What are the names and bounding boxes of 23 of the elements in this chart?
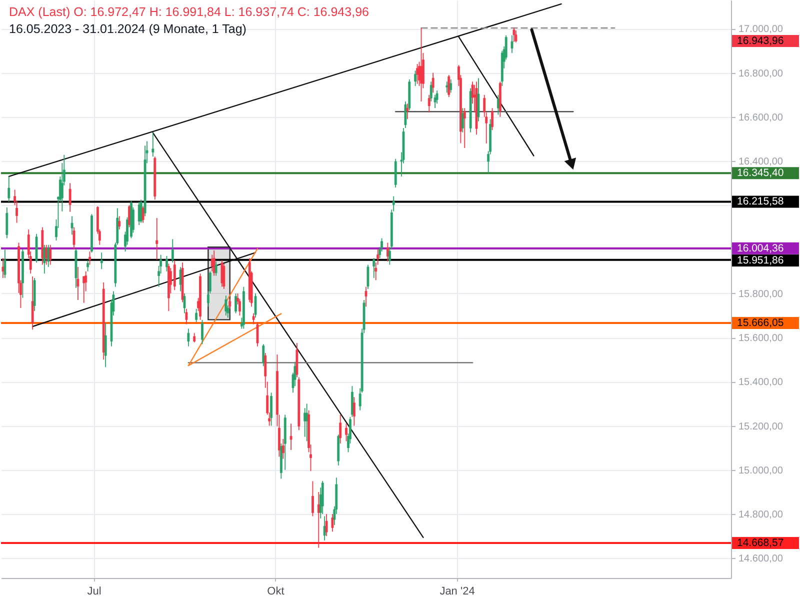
ref-line-label: 16.345,40 bbox=[737, 167, 784, 180]
x-tick-label: Jan '24 bbox=[440, 586, 475, 598]
y-tick-label: 16.600,00 bbox=[738, 112, 784, 124]
ref-line-label: 16.004,36 bbox=[737, 242, 784, 254]
ref-line-label: 16.215,58 bbox=[737, 196, 784, 208]
y-tick-label: 16.800,00 bbox=[738, 68, 784, 80]
y-tick-label: 15.800,00 bbox=[738, 288, 784, 300]
y-tick-label: 15.200,00 bbox=[738, 421, 784, 432]
y-tick-label: 15.400,00 bbox=[738, 377, 784, 388]
ref-line-label: 15.666,05 bbox=[737, 316, 784, 329]
ref-line-label: 15.951,86 bbox=[737, 254, 784, 267]
y-tick-label: 14.600,00 bbox=[738, 554, 784, 565]
y-tick-label: 17.000,00 bbox=[738, 24, 784, 36]
y-tick-label: 16.400,00 bbox=[738, 156, 784, 168]
y-tick-label: 15.000,00 bbox=[738, 465, 784, 476]
text: 16.943,96 bbox=[737, 35, 784, 48]
x-tick-label: Okt bbox=[267, 586, 284, 598]
chart-title: DAX (Last) O: 16.972,47 H: 16.991,84 L: 16.937,74 C: 16.943,96 bbox=[9, 5, 370, 19]
x-tick-label: Jul bbox=[87, 586, 102, 598]
text: 16.05.2023 - 31.01.2024 (9 Monate, 1 Tag) bbox=[9, 22, 246, 36]
y-tick-label: 15.600,00 bbox=[738, 333, 784, 344]
ref-line-label: 14.668,57 bbox=[737, 537, 784, 550]
y-tick-label: 14.800,00 bbox=[738, 510, 784, 521]
